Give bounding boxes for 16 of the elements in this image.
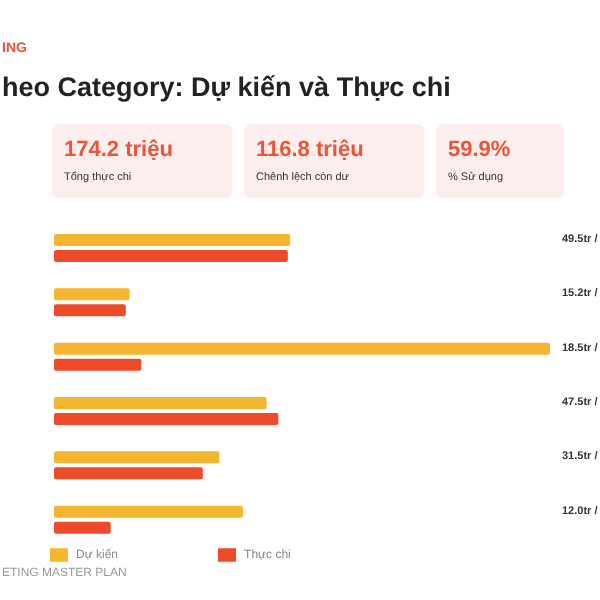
bar xyxy=(54,451,220,464)
bar xyxy=(54,358,142,371)
bar xyxy=(54,304,126,317)
bar xyxy=(54,521,111,534)
bar xyxy=(54,234,291,246)
bar xyxy=(54,250,288,262)
text: 116.8 triệu xyxy=(256,138,364,162)
text: 59.9% xyxy=(448,138,511,162)
bar xyxy=(54,505,243,518)
bar xyxy=(54,467,203,480)
bar xyxy=(54,342,550,355)
bar xyxy=(54,288,130,301)
text: 174.2 triệu xyxy=(64,138,173,162)
bar xyxy=(54,413,279,425)
chart-title: heo Category: Dự kiến và Thực chi xyxy=(2,72,451,102)
bar xyxy=(54,397,267,409)
